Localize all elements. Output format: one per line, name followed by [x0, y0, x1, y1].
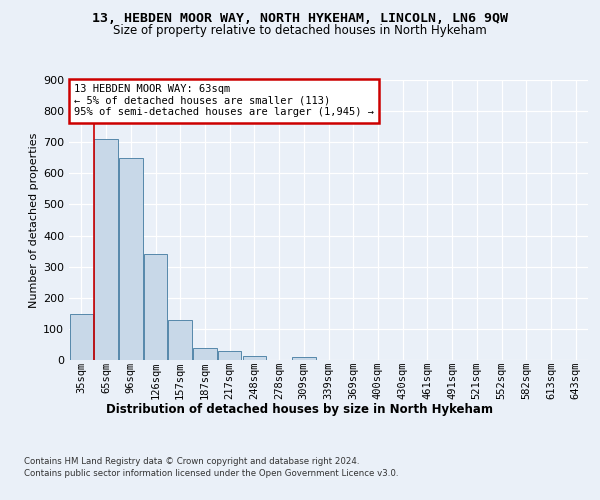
Text: 13, HEBDEN MOOR WAY, NORTH HYKEHAM, LINCOLN, LN6 9QW: 13, HEBDEN MOOR WAY, NORTH HYKEHAM, LINC… [92, 12, 508, 26]
Text: 13 HEBDEN MOOR WAY: 63sqm
← 5% of detached houses are smaller (113)
95% of semi-: 13 HEBDEN MOOR WAY: 63sqm ← 5% of detach… [74, 84, 374, 117]
Text: Contains HM Land Registry data © Crown copyright and database right 2024.: Contains HM Land Registry data © Crown c… [24, 458, 359, 466]
Bar [119, 158, 143, 360]
Bar [169, 320, 192, 360]
Bar [218, 350, 241, 360]
Bar [242, 356, 266, 360]
Text: Contains public sector information licensed under the Open Government Licence v3: Contains public sector information licen… [24, 468, 398, 477]
Bar [94, 139, 118, 360]
Bar [70, 314, 93, 360]
Bar [144, 254, 167, 360]
Bar [292, 357, 316, 360]
Text: Size of property relative to detached houses in North Hykeham: Size of property relative to detached ho… [113, 24, 487, 37]
Text: Distribution of detached houses by size in North Hykeham: Distribution of detached houses by size … [107, 402, 493, 415]
Y-axis label: Number of detached properties: Number of detached properties [29, 132, 39, 308]
Bar [193, 348, 217, 360]
